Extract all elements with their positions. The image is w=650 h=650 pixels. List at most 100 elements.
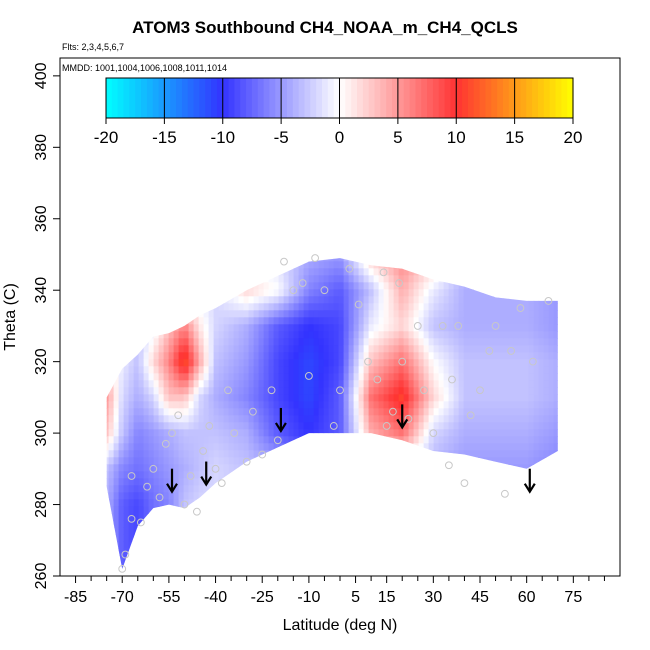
heatmap-cell bbox=[308, 415, 315, 423]
heatmap-cell bbox=[213, 527, 220, 535]
heatmap-cell bbox=[138, 303, 145, 311]
heatmap-cell bbox=[463, 457, 470, 465]
heatmap-cell bbox=[378, 471, 385, 479]
heatmap-cell bbox=[233, 373, 240, 381]
heatmap-cell bbox=[188, 485, 195, 493]
heatmap-cell bbox=[503, 296, 510, 304]
heatmap-cell bbox=[173, 303, 180, 311]
heatmap-cell bbox=[383, 520, 390, 528]
heatmap-cell bbox=[533, 408, 540, 416]
heatmap-cell bbox=[243, 457, 250, 465]
heatmap-cell bbox=[423, 555, 430, 563]
heatmap-cell bbox=[408, 352, 415, 360]
heatmap-cell bbox=[438, 464, 445, 472]
heatmap-cell bbox=[528, 345, 535, 353]
heatmap-cell bbox=[559, 310, 565, 318]
heatmap-cell bbox=[383, 317, 390, 325]
heatmap-cell bbox=[253, 317, 260, 325]
heatmap-cell bbox=[513, 415, 520, 423]
heatmap-cell bbox=[453, 303, 460, 311]
heatmap-cell bbox=[368, 394, 375, 402]
heatmap-cell bbox=[528, 562, 535, 569]
heatmap-cell bbox=[328, 282, 335, 290]
heatmap-cell bbox=[283, 562, 290, 569]
heatmap-cell bbox=[238, 373, 245, 381]
heatmap-cell bbox=[288, 303, 295, 311]
heatmap-cell bbox=[559, 541, 565, 549]
heatmap-cell bbox=[363, 296, 370, 304]
heatmap-cell bbox=[328, 359, 335, 367]
heatmap-cell bbox=[253, 485, 260, 493]
heatmap-cell bbox=[263, 338, 270, 346]
heatmap-cell bbox=[473, 296, 480, 304]
heatmap-cell bbox=[548, 534, 555, 542]
heatmap-cell bbox=[548, 352, 555, 360]
heatmap-cell bbox=[463, 520, 470, 528]
heatmap-cell bbox=[348, 527, 355, 535]
heatmap-cell bbox=[454, 247, 460, 255]
sample-point bbox=[454, 322, 463, 330]
heatmap-cell bbox=[288, 492, 295, 500]
heatmap-cell bbox=[283, 296, 290, 304]
heatmap-cell bbox=[383, 443, 390, 451]
heatmap-cell bbox=[398, 478, 405, 486]
heatmap-cell bbox=[473, 345, 480, 353]
heatmap-cell bbox=[123, 408, 130, 416]
heatmap-cell bbox=[363, 317, 370, 325]
heatmap-cell bbox=[353, 464, 360, 472]
heatmap-cell bbox=[388, 527, 395, 535]
x-tick-label: -40 bbox=[204, 589, 227, 606]
heatmap-cell bbox=[488, 443, 495, 451]
heatmap-cell bbox=[253, 261, 260, 269]
heatmap-cell bbox=[463, 258, 470, 262]
heatmap-cell bbox=[493, 359, 500, 367]
colorbar-swatch bbox=[403, 78, 411, 118]
heatmap-cell bbox=[258, 345, 265, 353]
heatmap-cell bbox=[543, 534, 550, 542]
heatmap-cell bbox=[543, 275, 550, 283]
heatmap-cell bbox=[109, 247, 115, 255]
heatmap-cell bbox=[283, 555, 290, 563]
heatmap-cell bbox=[298, 387, 305, 395]
heatmap-cell bbox=[178, 345, 185, 353]
heatmap-cell bbox=[218, 527, 225, 535]
heatmap-cell bbox=[188, 541, 195, 549]
heatmap-cell bbox=[263, 324, 270, 332]
heatmap-cell bbox=[488, 387, 495, 395]
heatmap-cell bbox=[373, 338, 380, 346]
heatmap-cell bbox=[468, 499, 475, 507]
heatmap-cell bbox=[354, 247, 360, 255]
heatmap-cell bbox=[318, 534, 325, 542]
heatmap-cell bbox=[493, 261, 500, 269]
heatmap-cell bbox=[293, 548, 300, 556]
heatmap-cell bbox=[106, 436, 110, 444]
heatmap-cell bbox=[493, 513, 500, 521]
heatmap-cell bbox=[113, 429, 120, 437]
heatmap-cell bbox=[493, 422, 500, 430]
heatmap-cell bbox=[503, 562, 510, 569]
heatmap-cell bbox=[343, 506, 350, 514]
heatmap-cell bbox=[443, 478, 450, 486]
heatmap-cell bbox=[113, 499, 120, 507]
heatmap-cell bbox=[193, 457, 200, 465]
heatmap-cell bbox=[348, 562, 355, 569]
heatmap-cell bbox=[353, 317, 360, 325]
heatmap-cell bbox=[228, 338, 235, 346]
heatmap-cell bbox=[423, 520, 430, 528]
heatmap-cell bbox=[348, 464, 355, 472]
heatmap-cell bbox=[363, 268, 370, 276]
heatmap-cell bbox=[468, 478, 475, 486]
heatmap-cell bbox=[184, 247, 190, 255]
heatmap-cell bbox=[223, 471, 230, 479]
heatmap-cell bbox=[548, 436, 555, 444]
heatmap-cell bbox=[106, 513, 110, 521]
heatmap-cell bbox=[153, 408, 160, 416]
heatmap-cell bbox=[298, 258, 305, 262]
heatmap-cell bbox=[168, 450, 175, 458]
heatmap-cell bbox=[408, 296, 415, 304]
heatmap-cell bbox=[253, 527, 260, 535]
heatmap-cell bbox=[323, 422, 330, 430]
heatmap-cell bbox=[268, 310, 275, 318]
heatmap-cell bbox=[228, 317, 235, 325]
heatmap-cell bbox=[333, 485, 340, 493]
